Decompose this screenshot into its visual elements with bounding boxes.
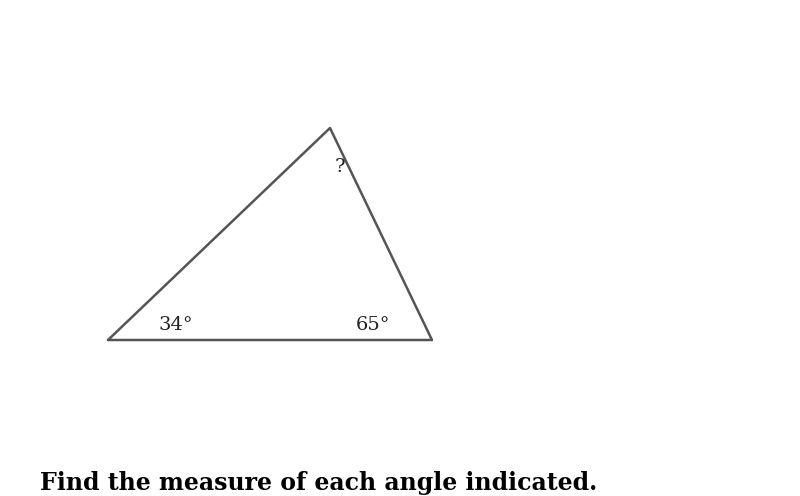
Text: ?: ?: [335, 158, 346, 176]
Text: 34°: 34°: [158, 316, 193, 334]
Text: Find the measure of each angle indicated.: Find the measure of each angle indicated…: [40, 471, 598, 495]
Text: 65°: 65°: [356, 316, 390, 334]
